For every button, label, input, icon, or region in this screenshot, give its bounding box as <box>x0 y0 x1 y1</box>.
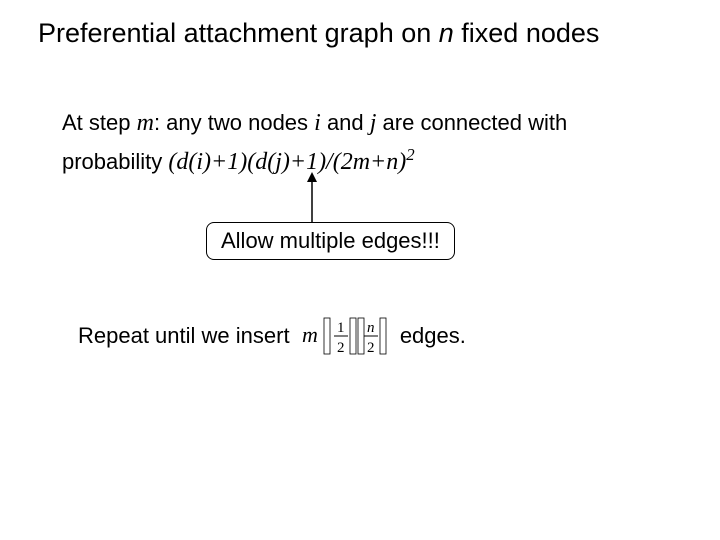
slide-title: Preferential attachment graph on n fixed… <box>38 18 599 49</box>
body-i: i <box>314 110 321 136</box>
callout-box: Allow multiple edges!!! <box>206 222 455 260</box>
title-prefix: Preferential attachment graph on <box>38 18 439 48</box>
svg-text:2: 2 <box>337 340 345 356</box>
svg-text:n: n <box>367 320 375 336</box>
title-suffix: fixed nodes <box>454 18 600 48</box>
body-line1-a: At step <box>62 110 137 135</box>
repeat-line: Repeat until we insert m 1 2 n 2 edges. <box>78 312 658 360</box>
callout-text: Allow multiple edges!!! <box>221 228 440 253</box>
formula-base: (d(i)+1)(d(j)+1)/(2m+n) <box>168 149 406 175</box>
slide: Preferential attachment graph on n fixed… <box>0 0 720 540</box>
body-line1-b: : any two nodes <box>154 110 314 135</box>
title-n: n <box>439 18 454 48</box>
repeat-after: edges. <box>400 323 466 349</box>
repeat-before: Repeat until we insert <box>78 323 290 349</box>
svg-text:1: 1 <box>337 320 345 336</box>
body-m: m <box>137 110 154 136</box>
body-line2-a: probability <box>62 149 168 174</box>
body-line1-d: are connected with <box>376 110 567 135</box>
svg-text:2: 2 <box>367 340 375 356</box>
edges-formula-image: m 1 2 n 2 <box>300 312 390 360</box>
body-text: At step m: any two nodes i and j are con… <box>62 105 662 181</box>
probability-formula: (d(i)+1)(d(j)+1)/(2m+n)2 <box>168 149 414 175</box>
formula-exponent: 2 <box>406 145 414 164</box>
svg-text:m: m <box>302 322 318 347</box>
body-line1-c: and <box>321 110 370 135</box>
